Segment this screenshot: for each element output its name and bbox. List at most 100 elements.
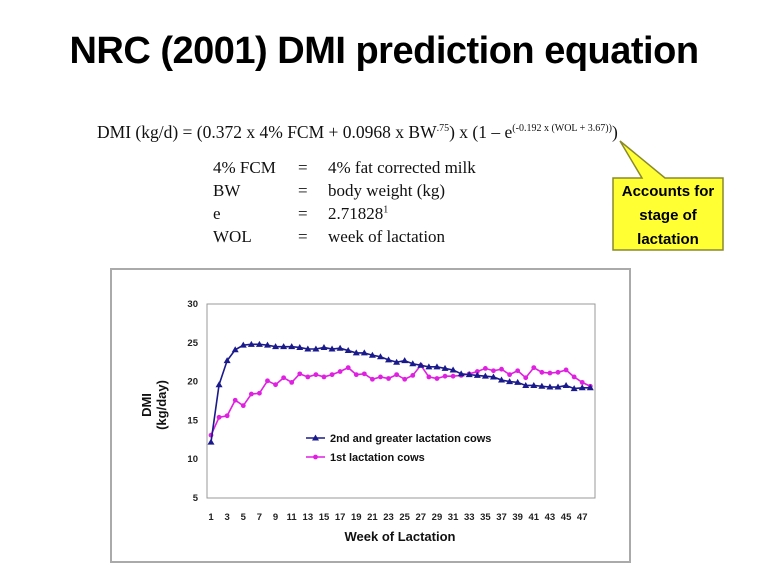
data-point xyxy=(239,341,247,348)
data-point xyxy=(426,374,432,380)
data-point xyxy=(531,365,537,371)
x-tick-label: 21 xyxy=(367,512,378,523)
callout-line: stage of xyxy=(639,207,697,224)
data-point xyxy=(353,372,359,378)
data-point xyxy=(223,357,231,364)
series-line xyxy=(210,363,591,436)
data-point xyxy=(579,379,585,385)
data-point xyxy=(313,372,319,378)
data-point xyxy=(586,384,594,391)
data-point xyxy=(562,381,570,388)
data-point xyxy=(224,413,230,419)
data-point xyxy=(554,383,562,390)
data-point xyxy=(360,349,368,356)
data-point xyxy=(361,371,367,377)
data-point xyxy=(386,376,391,381)
plot-area xyxy=(206,303,596,499)
callout-bubble xyxy=(612,140,724,251)
data-point xyxy=(231,346,239,353)
data-point xyxy=(370,376,375,382)
equation-part: ) x (1 – e xyxy=(449,122,513,142)
data-point xyxy=(321,374,327,380)
definition-meaning: body weight (kg) xyxy=(328,181,446,200)
x-tick-label: 39 xyxy=(512,512,523,523)
x-tick-label: 29 xyxy=(432,512,443,523)
data-point xyxy=(434,376,440,381)
data-point xyxy=(410,372,416,378)
callout-line: lactation xyxy=(637,231,699,248)
definition-equals: = xyxy=(298,204,308,223)
x-tick-label: 9 xyxy=(273,512,278,523)
x-tick-label: 33 xyxy=(464,512,475,523)
x-tick-label: 45 xyxy=(561,512,572,523)
data-point xyxy=(263,341,271,348)
x-tick-label: 3 xyxy=(224,512,229,523)
data-point xyxy=(498,376,506,383)
data-point xyxy=(539,369,545,375)
series-line xyxy=(210,343,591,443)
data-point xyxy=(215,381,223,388)
data-point xyxy=(393,358,401,365)
equation-part: DMI (kg/d) = (0.372 x 4% FCM + 0.0968 x … xyxy=(97,122,437,142)
data-point xyxy=(507,372,512,378)
data-point xyxy=(248,391,254,397)
data-point xyxy=(344,347,352,354)
data-point xyxy=(352,349,360,356)
data-point xyxy=(337,369,343,374)
y-tick-label: 15 xyxy=(187,415,198,426)
data-point xyxy=(465,371,473,378)
data-point xyxy=(442,373,448,379)
data-point xyxy=(441,364,449,371)
x-tick-label: 19 xyxy=(351,512,362,523)
data-point xyxy=(296,343,304,350)
data-point xyxy=(473,371,481,378)
definition-term: WOL xyxy=(213,227,252,246)
data-point xyxy=(449,366,457,373)
data-point xyxy=(409,360,417,367)
x-tick-label: 1 xyxy=(208,512,214,523)
definition-meaning: 4% fat corrected milk xyxy=(328,158,476,177)
y-tick-label: 5 xyxy=(193,493,199,504)
data-point xyxy=(401,357,409,364)
callout-line: Accounts for xyxy=(621,183,715,200)
definition-term: e xyxy=(213,204,221,223)
data-point xyxy=(394,372,400,378)
y-tick-label: 25 xyxy=(187,338,198,349)
data-point xyxy=(571,374,577,380)
data-point xyxy=(499,366,504,372)
data-point xyxy=(482,366,488,371)
x-tick-label: 17 xyxy=(335,512,346,523)
definition-term: 4% FCM xyxy=(213,158,276,177)
y-tick-label: 20 xyxy=(187,377,198,388)
data-point xyxy=(240,403,246,409)
data-point xyxy=(272,343,280,350)
data-point xyxy=(376,353,384,360)
data-point xyxy=(255,340,263,347)
x-tick-label: 5 xyxy=(241,512,247,523)
data-point xyxy=(273,382,278,388)
x-axis-label: Week of Lactation xyxy=(344,529,455,544)
data-point xyxy=(546,383,554,390)
data-point xyxy=(515,368,521,374)
data-point xyxy=(538,382,546,389)
data-point xyxy=(514,378,522,385)
legend-marker xyxy=(312,434,319,441)
x-tick-label: 43 xyxy=(545,512,556,523)
data-point xyxy=(385,356,393,363)
data-point xyxy=(288,343,296,350)
definition-equals: = xyxy=(298,227,308,246)
data-point xyxy=(247,340,255,347)
data-point xyxy=(329,372,335,378)
data-point xyxy=(489,373,497,380)
data-point xyxy=(304,345,312,352)
data-point xyxy=(555,369,561,375)
data-point xyxy=(207,438,215,445)
x-tick-label: 23 xyxy=(383,512,394,523)
legend-marker xyxy=(313,454,318,460)
data-point xyxy=(506,378,514,385)
definition-meaning: 2.718281 xyxy=(328,204,389,223)
data-point xyxy=(491,368,496,374)
x-tick-label: 37 xyxy=(496,512,507,523)
data-point xyxy=(345,365,351,371)
